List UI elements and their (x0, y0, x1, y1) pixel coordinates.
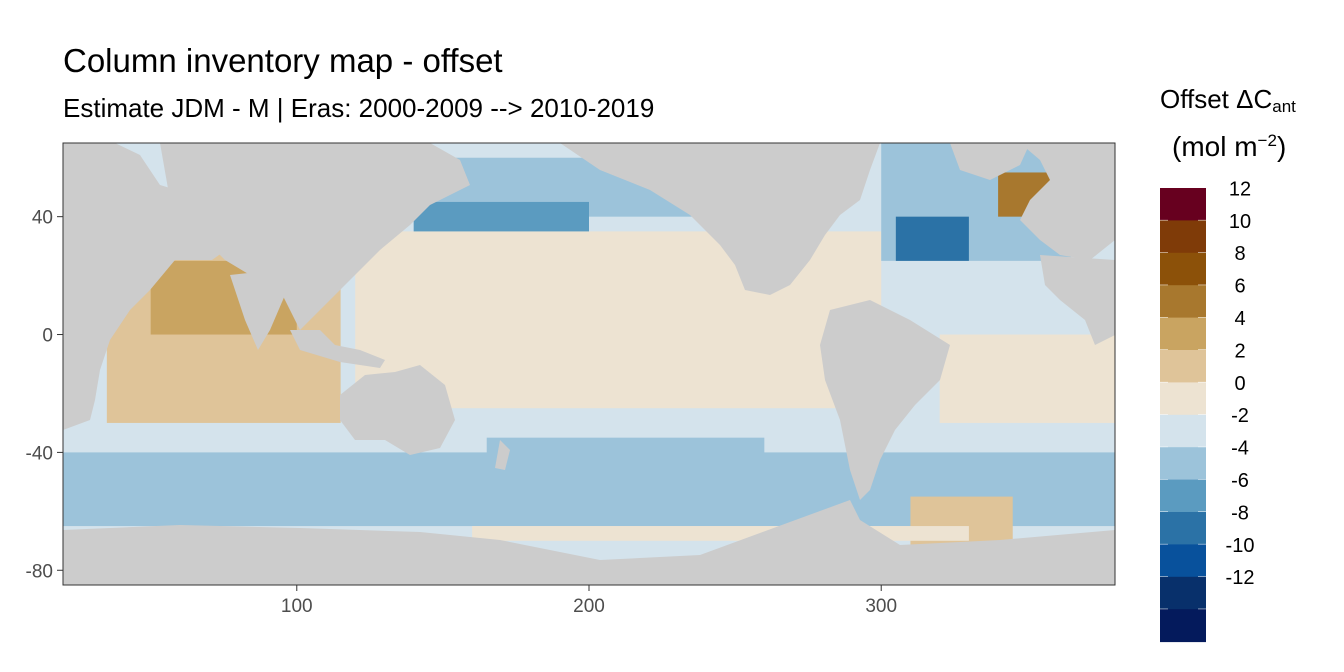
legend-label: -4 (1231, 438, 1249, 460)
x-tick-label: 300 (865, 596, 897, 617)
map-region-5 (413, 201, 589, 232)
y-tick-label: -80 (26, 561, 53, 582)
land-greenland (950, 143, 1030, 180)
legend-label: 12 (1229, 178, 1251, 200)
legend-swatch (1160, 414, 1206, 448)
land-antarctica (63, 500, 1115, 585)
land-eurasia (160, 143, 470, 330)
land-india (230, 270, 285, 350)
land-north-america (560, 143, 880, 295)
legend-label: -12 (1226, 567, 1255, 589)
map-title: Column inventory map - offset (63, 42, 503, 79)
land-africa-west (1040, 255, 1115, 345)
map-region-12 (939, 334, 1115, 423)
legend-swatch (1160, 285, 1206, 319)
legend-swatch (1160, 350, 1206, 383)
legend-swatch (1160, 512, 1206, 545)
legend-swatch (1160, 188, 1206, 221)
map-region-9 (895, 216, 969, 261)
legend-label: 2 (1234, 340, 1245, 362)
y-tick-label: -40 (26, 443, 53, 464)
legend-label: -2 (1231, 405, 1249, 427)
legend-label: 0 (1234, 373, 1245, 395)
legend-label: -6 (1231, 470, 1249, 492)
legend-swatch (1160, 609, 1206, 643)
legend-title: Offset ΔCant (mol m−2) (1160, 84, 1296, 162)
land-south-america (820, 300, 950, 500)
legend-swatch (1160, 544, 1206, 578)
legend-swatch (1160, 382, 1206, 416)
legend-label: 4 (1234, 308, 1245, 330)
y-tick-label: 0 (42, 326, 53, 347)
land-indonesia (290, 330, 385, 368)
land-australia (340, 365, 455, 455)
y-tick-label: 40 (32, 208, 53, 229)
legend-swatch (1160, 317, 1206, 351)
legend-swatch (1160, 479, 1206, 513)
x-tick-label: 200 (573, 596, 605, 617)
legend-label: 6 (1234, 276, 1245, 298)
legend-swatch (1160, 220, 1206, 254)
legend-label: -10 (1226, 535, 1255, 557)
legend-swatch (1160, 252, 1206, 286)
map-subtitle: Estimate JDM - M | Eras: 2000-2009 --> 2… (63, 93, 655, 123)
land-europe-africa-east (1020, 143, 1115, 260)
legend-swatch (1160, 447, 1206, 481)
legend-label: 8 (1234, 243, 1245, 265)
map-region-14 (472, 526, 969, 541)
legend-swatch (1160, 576, 1206, 610)
land-new-zealand (495, 440, 510, 470)
x-tick-label: 100 (281, 596, 313, 617)
legend-label: -8 (1231, 502, 1249, 524)
legend-label: 10 (1229, 211, 1251, 233)
